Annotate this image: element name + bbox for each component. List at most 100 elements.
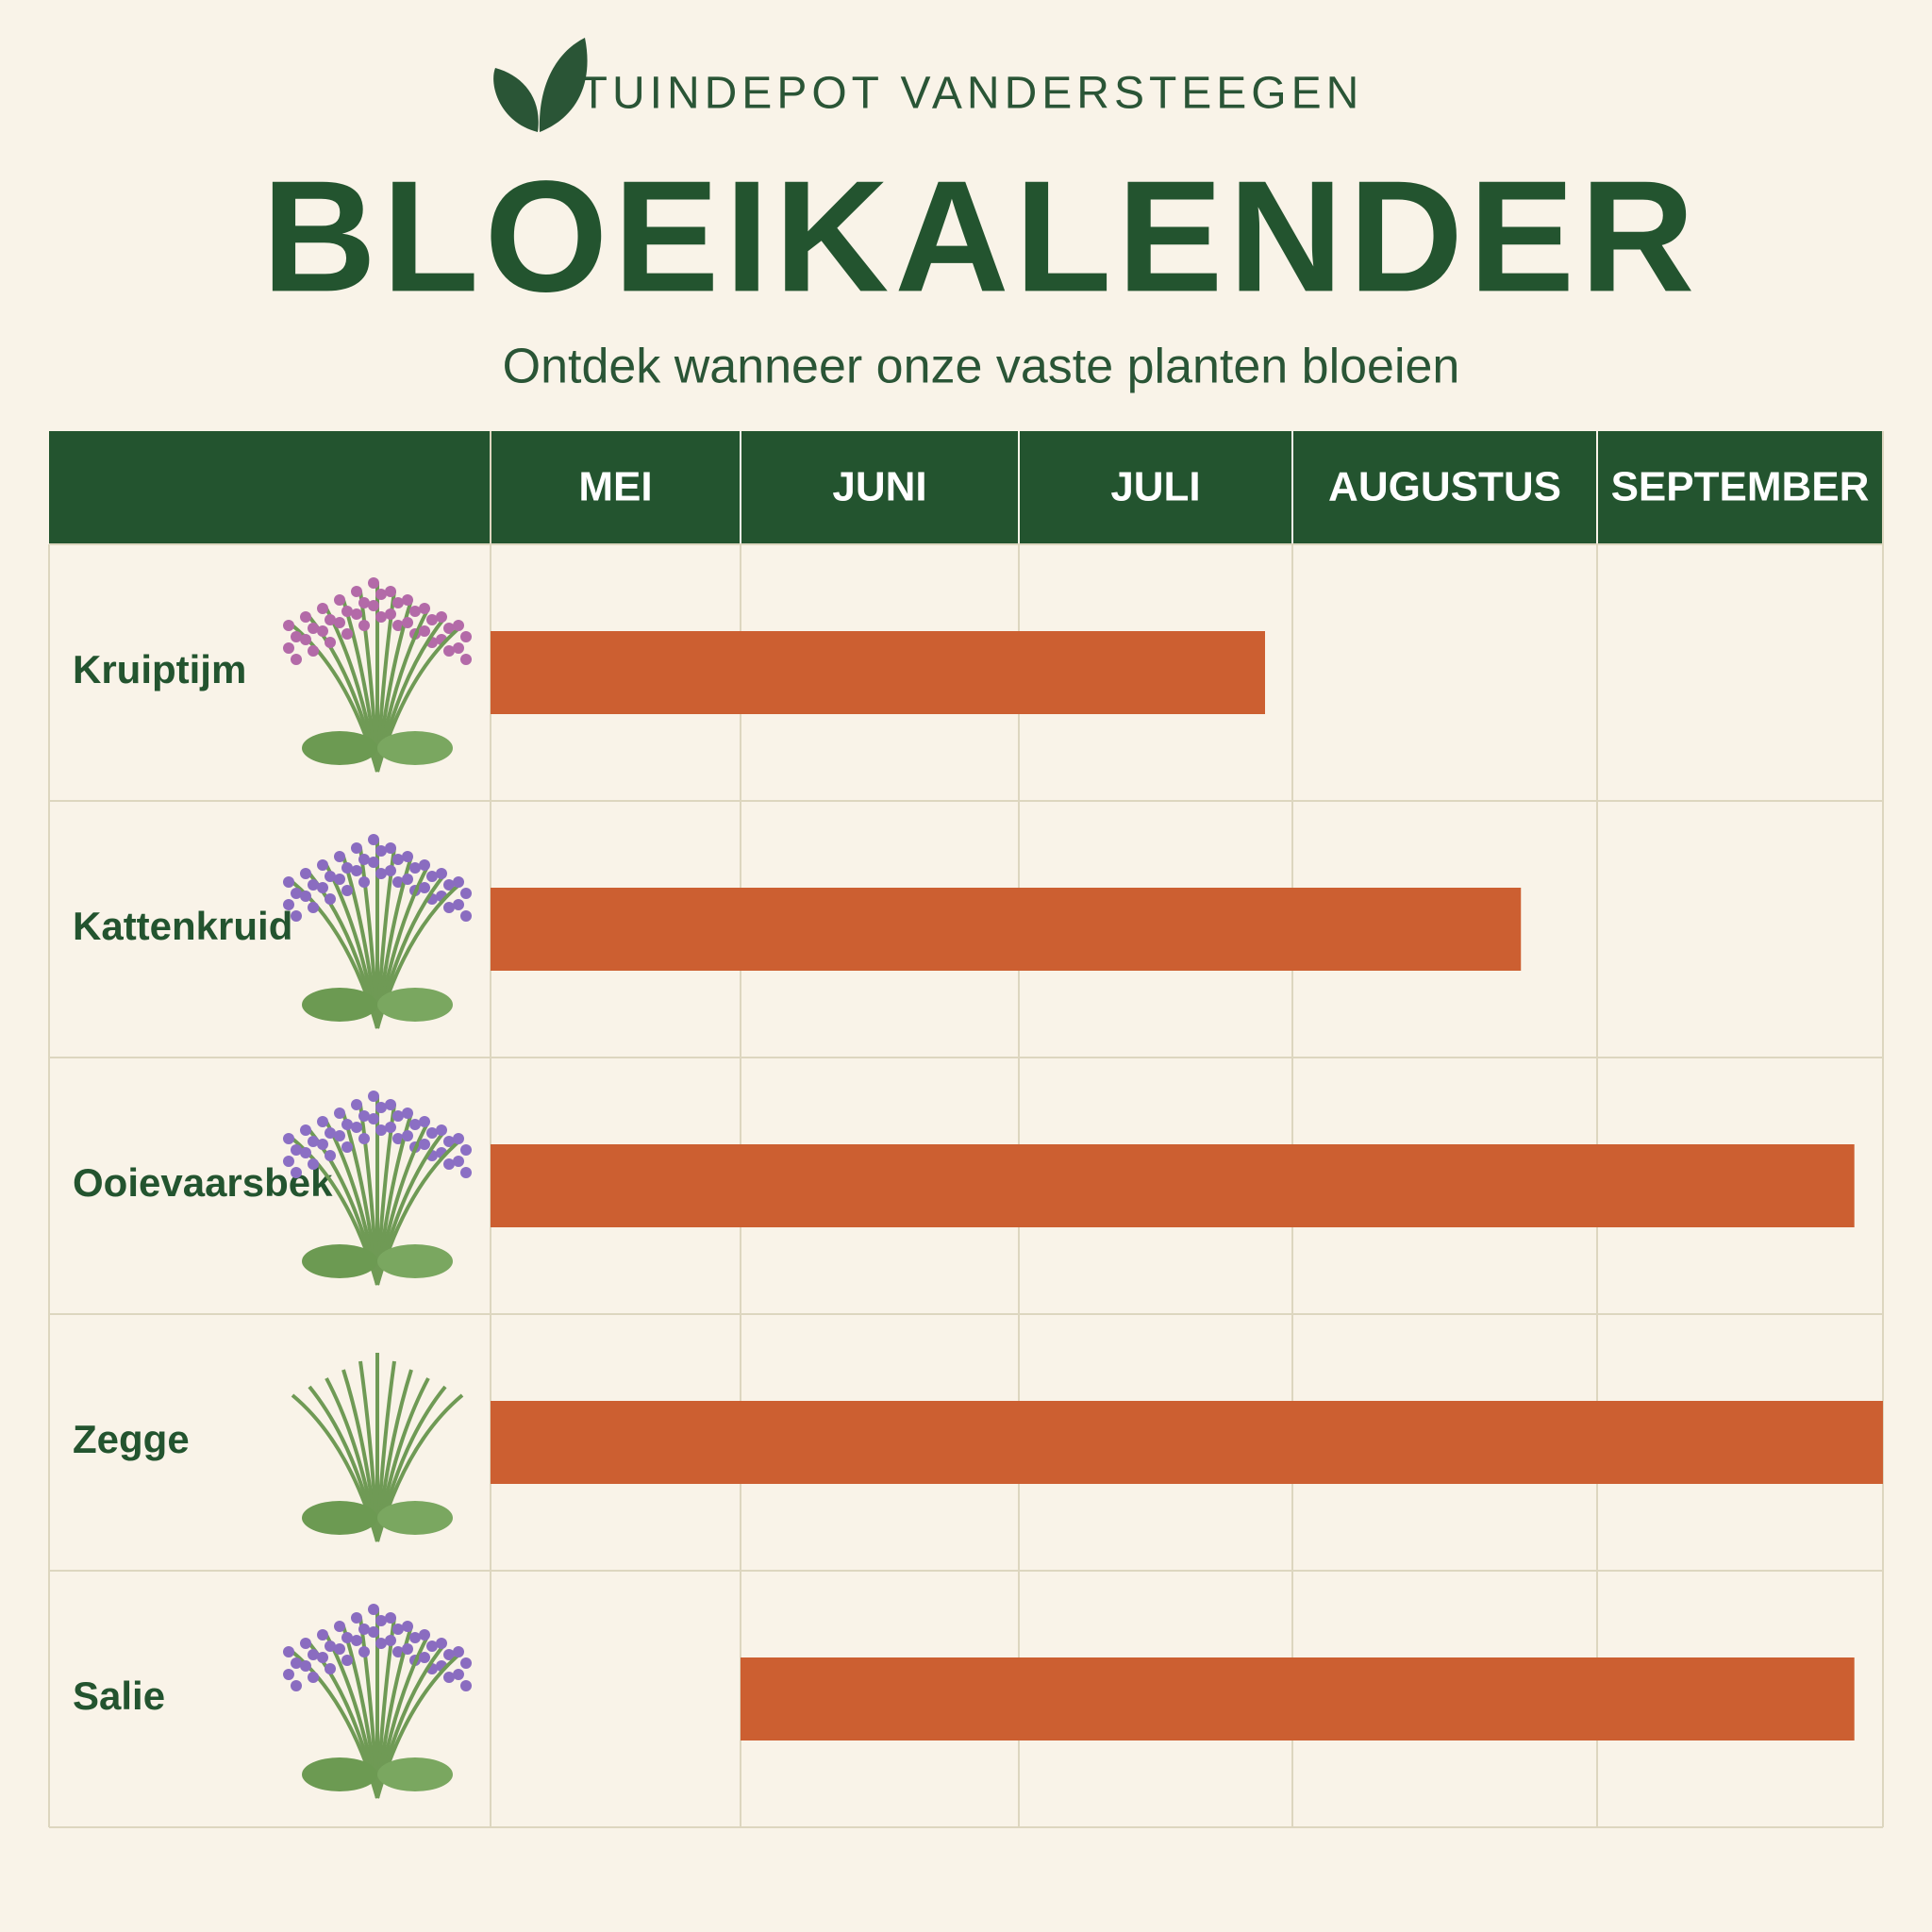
plant-flower bbox=[325, 1663, 336, 1674]
plant-flower bbox=[402, 851, 413, 862]
plant-leaves bbox=[302, 1501, 377, 1535]
plant-flower bbox=[409, 1632, 421, 1643]
plant-flower bbox=[317, 1629, 328, 1641]
plant-flower bbox=[392, 854, 404, 865]
plant-flower bbox=[341, 628, 353, 640]
plant-flower bbox=[341, 606, 353, 617]
plant-flower bbox=[341, 885, 353, 896]
plant-flower bbox=[291, 888, 302, 899]
plant-flower bbox=[460, 1167, 472, 1178]
plant-flower bbox=[419, 1629, 430, 1641]
plant-flower bbox=[300, 1124, 311, 1136]
plant-flower bbox=[308, 879, 319, 891]
plant-flower bbox=[358, 1133, 370, 1144]
plant-flower bbox=[402, 874, 413, 885]
plant-flower bbox=[443, 623, 455, 634]
plant-flower bbox=[443, 645, 455, 657]
plant-flower bbox=[375, 868, 387, 879]
plant-flower bbox=[300, 868, 311, 879]
plant-flower bbox=[325, 893, 336, 905]
plant-flower bbox=[358, 1624, 370, 1635]
plant-flower bbox=[392, 876, 404, 888]
plant-flower bbox=[308, 1158, 319, 1170]
plant-flower bbox=[436, 868, 447, 879]
month-label: SEPTEMBER bbox=[1611, 464, 1870, 510]
plant-flower bbox=[385, 1122, 396, 1133]
plant-flower bbox=[443, 902, 455, 913]
plant-flower bbox=[325, 871, 336, 882]
plant-flower bbox=[300, 611, 311, 623]
plant-flower bbox=[334, 1643, 345, 1655]
plant-flower bbox=[402, 1621, 413, 1632]
plant-flower bbox=[300, 1638, 311, 1649]
plant-flower bbox=[308, 902, 319, 913]
plant-flower bbox=[436, 1638, 447, 1649]
plant-flower bbox=[368, 577, 379, 589]
plant-flower bbox=[341, 862, 353, 874]
plant-flower bbox=[419, 882, 430, 893]
plant-flower bbox=[334, 874, 345, 885]
plant-flower bbox=[334, 594, 345, 606]
plant-flower bbox=[325, 1641, 336, 1652]
plant-flower bbox=[341, 1655, 353, 1666]
plant-leaves bbox=[302, 1757, 377, 1791]
plant-flower bbox=[351, 1122, 362, 1133]
plant-name: Zegge bbox=[73, 1417, 190, 1461]
bloom-bar bbox=[491, 1144, 1855, 1227]
plant-flower bbox=[351, 1099, 362, 1110]
plant-flower bbox=[341, 1632, 353, 1643]
plant-flower bbox=[375, 1638, 387, 1649]
plant-flower bbox=[368, 857, 379, 868]
plant-flower bbox=[325, 637, 336, 648]
plant-flower bbox=[375, 1615, 387, 1626]
plant-illustration bbox=[291, 1353, 464, 1542]
chart-title: BLOEIKALENDER bbox=[262, 147, 1701, 325]
plant-flower bbox=[419, 1139, 430, 1150]
month-label: JULI bbox=[1110, 464, 1200, 510]
plant-flower bbox=[317, 603, 328, 614]
plant-flower bbox=[385, 608, 396, 620]
plant-flower bbox=[358, 1110, 370, 1122]
plant-flower bbox=[358, 1646, 370, 1657]
plant-name: Salie bbox=[73, 1674, 165, 1718]
plant-flower bbox=[283, 876, 294, 888]
plant-flower bbox=[368, 1626, 379, 1638]
bloom-bar bbox=[741, 1657, 1855, 1740]
plant-leaves bbox=[377, 988, 453, 1022]
plant-flower bbox=[368, 834, 379, 845]
plant-flower bbox=[385, 1635, 396, 1646]
plant-flower bbox=[375, 1124, 387, 1136]
plant-flower bbox=[325, 1127, 336, 1139]
plant-flower bbox=[460, 888, 472, 899]
plant-flower bbox=[443, 1649, 455, 1660]
plant-flower bbox=[385, 865, 396, 876]
plant-flower bbox=[358, 876, 370, 888]
plant-flower bbox=[358, 854, 370, 865]
plant-flower bbox=[409, 1119, 421, 1130]
plant-flower bbox=[460, 654, 472, 665]
plant-flower bbox=[291, 654, 302, 665]
plant-flower bbox=[283, 642, 294, 654]
plant-flower bbox=[460, 1657, 472, 1669]
plant-flower bbox=[453, 876, 464, 888]
month-label: MEI bbox=[578, 464, 652, 510]
plant-flower bbox=[426, 871, 438, 882]
plant-flower bbox=[317, 1652, 328, 1663]
plant-flower bbox=[308, 623, 319, 634]
plant-flower bbox=[460, 1144, 472, 1156]
plant-flower bbox=[341, 1141, 353, 1153]
plant-flower bbox=[308, 1649, 319, 1660]
plant-flower bbox=[392, 620, 404, 631]
plant-flower bbox=[308, 645, 319, 657]
plant-flower bbox=[358, 620, 370, 631]
plant-flower bbox=[291, 910, 302, 922]
plant-flower bbox=[283, 1133, 294, 1144]
plant-flower bbox=[375, 589, 387, 600]
plant-flower bbox=[317, 1139, 328, 1150]
bloom-bar bbox=[491, 888, 1522, 971]
month-label: AUGUSTUS bbox=[1328, 464, 1561, 510]
plant-name: Ooievaarsbek bbox=[73, 1160, 333, 1205]
plant-flower bbox=[419, 625, 430, 637]
plant-flower bbox=[453, 1156, 464, 1167]
plant-flower bbox=[402, 1108, 413, 1119]
